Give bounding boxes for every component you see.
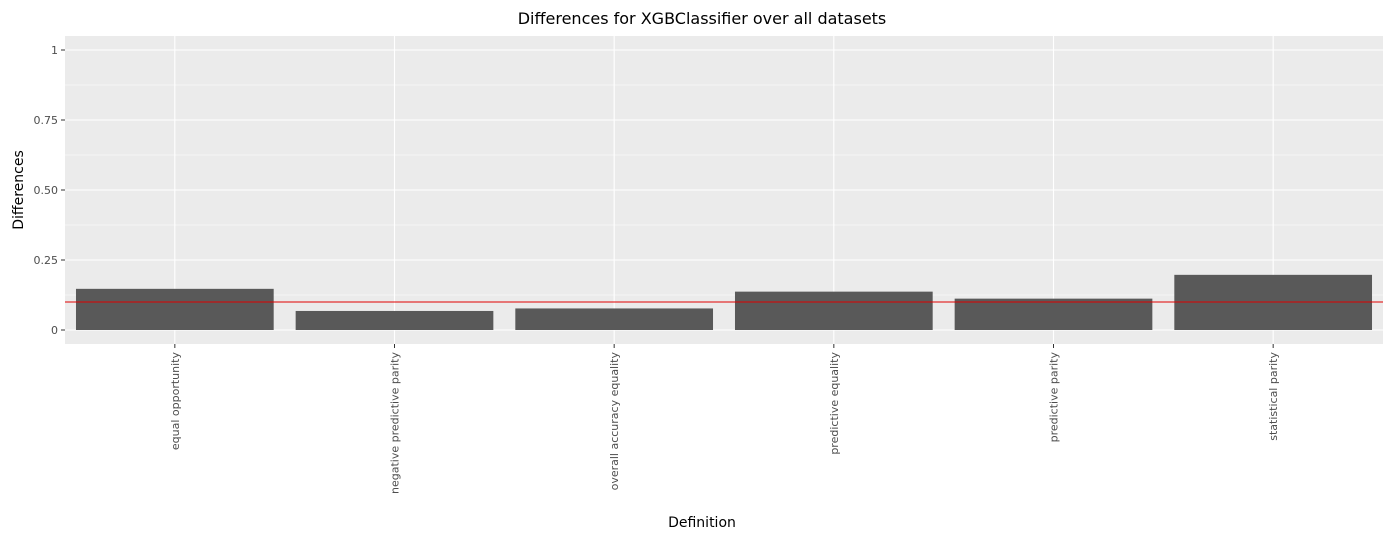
x-axis-title: Definition [668,515,736,531]
y-tick-label: 0.75 [34,114,59,127]
bar [75,288,274,330]
x-tick-label: statistical parity [1267,352,1280,441]
x-tick-label: negative predictive parity [389,352,402,494]
y-tick-label: 0 [51,324,58,337]
y-axis: 0 0.25 0.50 0.75 1 [34,44,65,337]
major-gridlines [65,36,1383,344]
y-tick-label: 1 [51,44,58,57]
minor-gridlines [65,84,1383,296]
x-tick-label: predictive equality [828,352,841,455]
bar [954,298,1153,330]
x-tick-label: overall accuracy equality [608,352,621,491]
chart-title: Differences for XGBClassifier over all d… [518,9,887,28]
y-axis-title: Differences [11,150,27,229]
y-tick-label: 0.50 [34,184,59,197]
x-tick-label: predictive parity [1048,352,1061,443]
bars [75,274,1373,330]
bar [515,308,714,330]
y-tick-label: 0.25 [34,254,59,267]
x-axis: equal opportunity negative predictive par… [169,344,1280,494]
bar [295,310,494,330]
x-tick-label: equal opportunity [169,352,182,451]
bar [734,291,933,330]
